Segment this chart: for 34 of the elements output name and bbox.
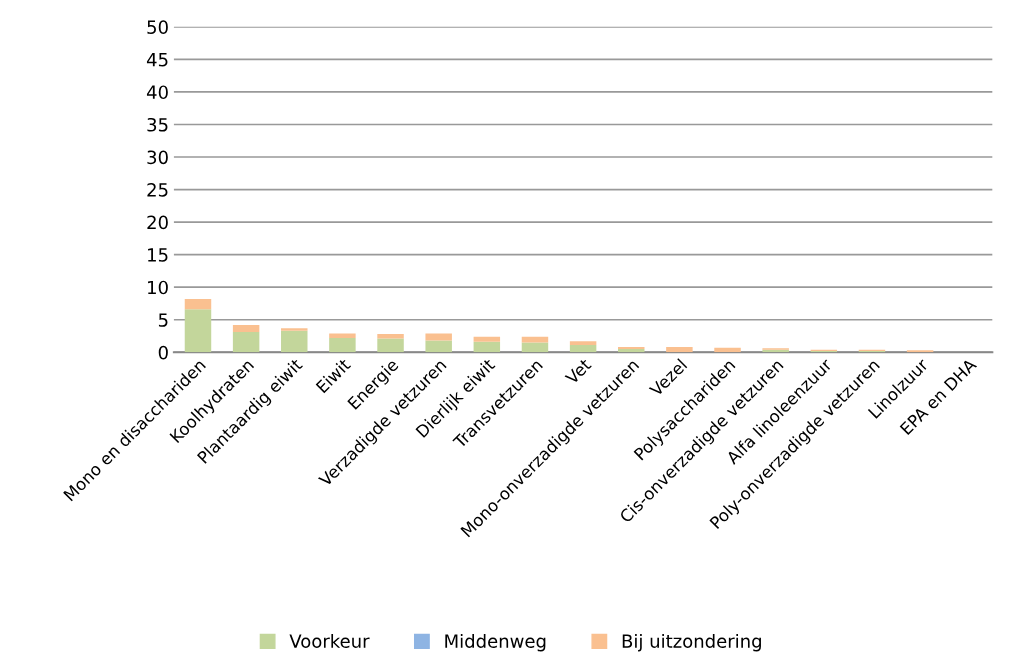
bar	[618, 349, 645, 353]
legend-label: Bij uitzondering	[622, 633, 761, 652]
y-tick-label: 35	[147, 117, 168, 132]
y-tick-label: 0	[158, 345, 168, 360]
y-tick-label: 20	[147, 215, 168, 230]
y-tick-label: 50	[147, 20, 168, 34]
bar	[473, 341, 501, 353]
bar	[473, 336, 501, 342]
y-tick-label: 25	[147, 183, 168, 197]
y-tick-label: 40	[146, 85, 168, 100]
y-tick-label: 5	[158, 313, 168, 327]
bar	[184, 309, 212, 353]
y-tick-label: 45	[146, 53, 168, 67]
bar	[666, 347, 693, 353]
bar	[281, 328, 308, 331]
bar	[377, 334, 404, 339]
bar	[184, 298, 212, 310]
bar	[425, 340, 452, 353]
bar	[569, 345, 597, 353]
bar	[281, 330, 308, 353]
bar	[232, 324, 260, 333]
legend-label: Middenweg	[445, 633, 546, 652]
bar	[329, 337, 356, 353]
bar	[377, 338, 404, 353]
bar	[329, 333, 356, 338]
bar	[521, 342, 549, 353]
bar	[521, 336, 549, 343]
y-tick-label: 30	[147, 150, 168, 165]
y-tick-label: 15	[148, 248, 168, 262]
y-tick-label: 10	[148, 280, 168, 295]
legend-label: Voorkeur	[289, 633, 370, 648]
bar	[232, 332, 260, 353]
bar	[425, 333, 452, 341]
bar	[569, 341, 597, 346]
